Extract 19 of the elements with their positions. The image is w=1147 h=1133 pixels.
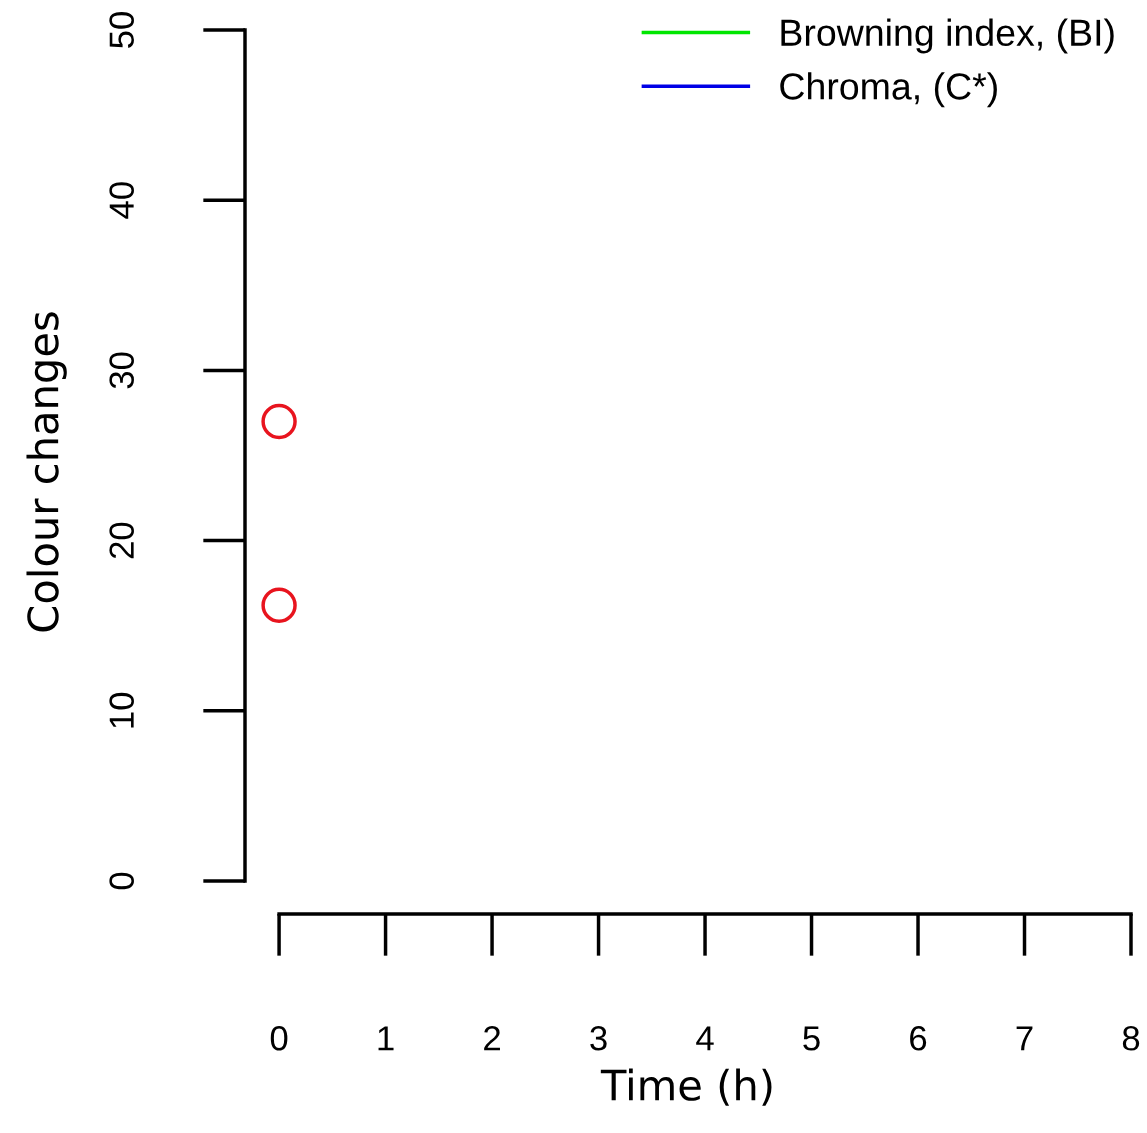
x-tick-label: 2 — [484, 1026, 500, 1051]
y-tick-label: 0 — [109, 872, 134, 890]
x-tick-label: 4 — [696, 1026, 714, 1051]
y-axis-title: Colour changes — [26, 312, 67, 632]
y-tick-label: 20 — [109, 522, 134, 559]
x-tick-label: 6 — [910, 1026, 927, 1051]
x-tick-label: 8 — [1122, 1026, 1140, 1051]
legend-label: Browning index, (BI) — [781, 18, 1114, 54]
y-tick-label: 50 — [109, 12, 134, 48]
legend-label: Chroma, (C*) — [780, 72, 997, 108]
x-tick-label: 5 — [803, 1026, 820, 1051]
x-tick-label: 7 — [1016, 1026, 1033, 1051]
y-tick-label: 40 — [109, 182, 134, 219]
y-tick-label: 30 — [109, 352, 134, 389]
x-tick-label: 0 — [270, 1026, 288, 1051]
x-tick-label: 1 — [378, 1026, 394, 1051]
x-axis-title: Time (h) — [600, 1068, 772, 1106]
y-tick-label: 10 — [109, 692, 134, 728]
x-tick-label: 3 — [590, 1026, 607, 1051]
